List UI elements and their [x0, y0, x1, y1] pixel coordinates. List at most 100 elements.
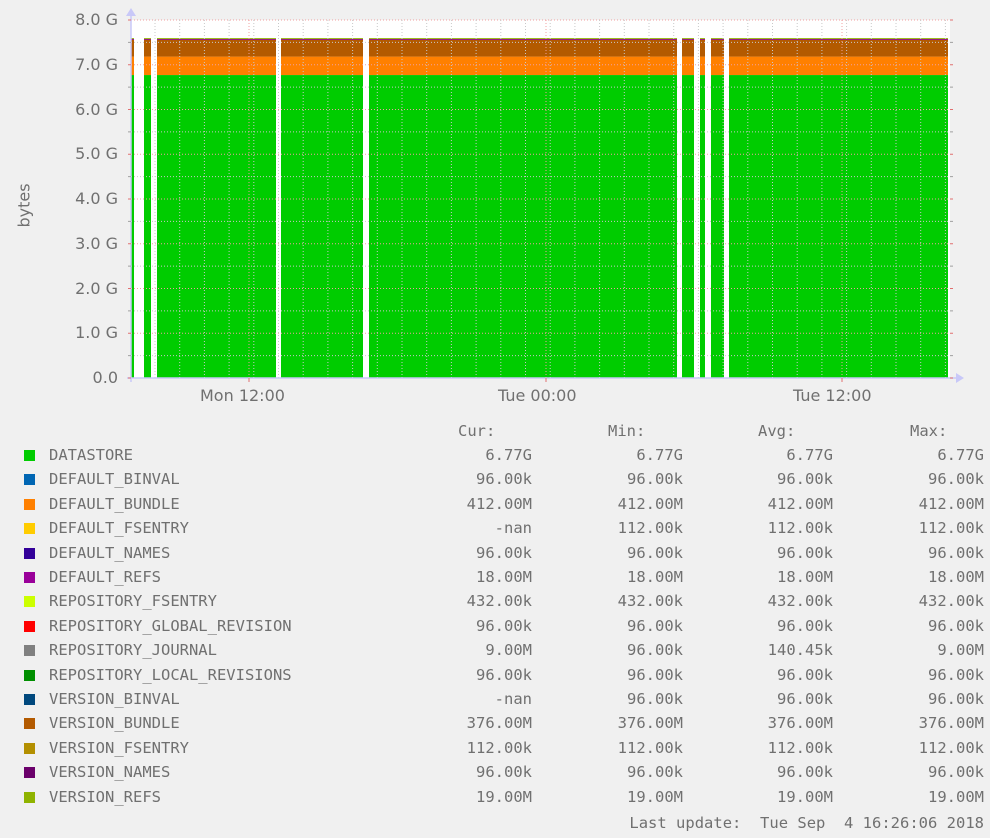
legend-swatch-icon — [24, 645, 35, 657]
legend-value-min: 112.00k — [617, 738, 683, 757]
legend-value-cur: 112.00k — [466, 738, 532, 757]
legend-value-cur: 96.00k — [476, 665, 532, 684]
legend-value-cur: 6.77G — [485, 446, 532, 464]
legend-series-name: VERSION_BINVAL — [49, 690, 180, 708]
legend-value-cur: 412.00M — [466, 494, 532, 513]
legend-value-cur: 96.00k — [476, 543, 532, 562]
y-axis-arrow-icon — [126, 8, 136, 16]
legend-value-avg: 412.00M — [767, 494, 833, 513]
legend-value-min: 96.00k — [627, 616, 683, 635]
legend-value-cur: 96.00k — [476, 763, 532, 782]
legend-swatch-icon — [24, 474, 35, 486]
legend-row: VERSION_FSENTRY 112.00k 112.00k 112.00k 112.… — [0, 737, 990, 761]
area-segment — [281, 75, 363, 378]
area-segment — [131, 38, 134, 40]
legend-value-avg: 96.00k — [777, 470, 833, 489]
area-segment — [157, 38, 276, 40]
area-segment — [281, 39, 363, 57]
area-segment — [144, 56, 151, 76]
area-segment — [144, 38, 151, 40]
legend-series-name: REPOSITORY_LOCAL_REVISIONS — [49, 665, 292, 684]
legend-value-max: 412.00M — [918, 494, 984, 513]
area-segment — [711, 38, 724, 40]
legend-value-max: 96.00k — [928, 616, 984, 635]
legend-value-cur: 376.00M — [466, 714, 532, 733]
legend-value-max: 112.00k — [918, 519, 984, 538]
legend-swatch-icon — [24, 742, 35, 754]
legend-value-min: 376.00M — [617, 714, 683, 733]
area-segment — [711, 75, 724, 378]
area-segment — [144, 38, 151, 40]
legend-value-max: 96.00k — [928, 690, 984, 708]
legend-series-name: VERSION_FSENTRY — [49, 738, 189, 757]
legend-value-cur: 96.00k — [476, 616, 532, 635]
area-segment — [700, 39, 705, 57]
area-segment — [131, 56, 134, 76]
legend-row: VERSION_REFS 19.00M 19.00M 19.00M 19.00M — [0, 786, 990, 810]
legend-value-max: 96.00k — [928, 543, 984, 562]
legend-swatch-icon — [24, 767, 35, 779]
legend-value-min: 96.00k — [627, 641, 683, 660]
y-tick-label: 1.0 G — [75, 323, 118, 343]
area-segment — [369, 38, 677, 40]
legend-value-min: 112.00k — [617, 519, 683, 538]
legend-value-avg: 112.00k — [767, 519, 833, 538]
y-tick-label: 0.0 — [92, 368, 118, 387]
legend-swatch-icon — [24, 669, 35, 681]
legend-value-avg: 96.00k — [777, 543, 833, 562]
legend-value-cur: -nan — [494, 690, 532, 708]
header-min: Min: — [608, 422, 646, 440]
y-tick-label: 2.0 G — [75, 278, 118, 298]
header-max: Max: — [910, 422, 948, 440]
legend-row: REPOSITORY_LOCAL_REVISIONS 96.00k 96.00k 96… — [0, 664, 990, 688]
legend-value-min: 6.77G — [636, 446, 683, 464]
legend-value-min: 412.00M — [617, 494, 683, 513]
area-segment — [157, 39, 276, 57]
area-segment — [144, 75, 151, 378]
legend-row: DEFAULT_FSENTRY -nan 112.00k 112.00k 112.00k — [0, 517, 990, 541]
area-segment — [281, 56, 363, 76]
legend-value-min: 96.00k — [627, 665, 683, 684]
legend-series-name: VERSION_NAMES — [49, 763, 171, 782]
legend-value-avg: 96.00k — [777, 763, 833, 782]
legend-value-avg: 96.00k — [777, 665, 833, 684]
legend-series-name: VERSION_REFS — [49, 787, 161, 806]
legend-swatch-icon — [24, 596, 35, 608]
legend-row: VERSION_BINVAL -nan 96.00k 96.00k 96.00k — [0, 688, 990, 712]
legend-header-row: Cur: Min: Avg: Max: — [0, 420, 990, 444]
legend-value-cur: 96.00k — [476, 470, 532, 489]
legend-row: VERSION_BUNDLE 376.00M 376.00M 376.00M 376.0… — [0, 712, 990, 736]
y-tick-label: 4.0 G — [75, 189, 118, 208]
legend-value-avg: 432.00k — [767, 592, 833, 611]
area-segment — [281, 38, 363, 40]
area-segment — [729, 75, 948, 378]
legend-value-min: 96.00k — [627, 690, 683, 708]
legend-value-avg: 6.77G — [786, 446, 833, 464]
legend-value-max: 432.00k — [918, 592, 984, 611]
legend-value-max: 19.00M — [928, 787, 984, 806]
legend-series-name: DEFAULT_BINVAL — [49, 470, 180, 489]
area-segment — [700, 75, 705, 378]
legend-swatch-icon — [24, 694, 35, 705]
area-segment — [711, 39, 724, 57]
area-segment — [144, 39, 151, 57]
x-axis-arrow-icon — [956, 373, 964, 383]
area-segment — [131, 39, 134, 57]
y-tick-label: 8.0 G — [75, 10, 118, 29]
legend-row: DEFAULT_BUNDLE 412.00M 412.00M 412.00M 412.0… — [0, 493, 990, 517]
legend-swatch-icon — [24, 450, 35, 461]
legend-series-name: DEFAULT_BUNDLE — [49, 494, 180, 513]
x-tick-label: Mon 12:00 — [200, 386, 285, 405]
legend-value-max: 6.77G — [937, 446, 984, 464]
legend-swatch-icon — [24, 547, 35, 559]
legend-series-name: DEFAULT_FSENTRY — [49, 519, 189, 538]
x-tick-label: Tue 00:00 — [498, 386, 577, 405]
area-segment — [711, 38, 724, 40]
legend-series-name: REPOSITORY_JOURNAL — [49, 641, 217, 660]
y-tick-label: 3.0 G — [75, 233, 118, 253]
x-tick-label: Tue 12:00 — [793, 386, 872, 405]
legend-value-max: 18.00M — [928, 568, 984, 586]
area-segment — [700, 38, 705, 40]
legend-swatch-icon — [24, 498, 35, 510]
legend-series-name: REPOSITORY_FSENTRY — [49, 592, 217, 611]
